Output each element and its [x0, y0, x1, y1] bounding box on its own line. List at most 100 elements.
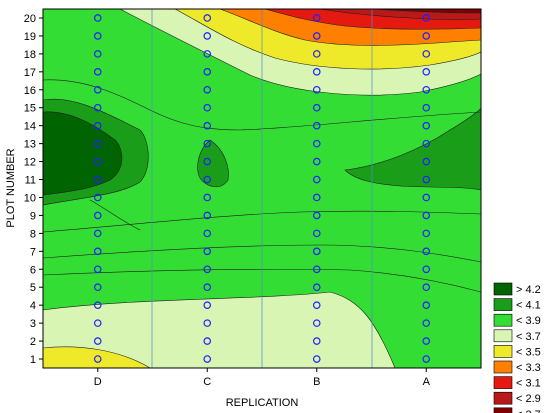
contour-line: [43, 268, 481, 293]
legend-swatch: [493, 298, 513, 311]
legend-label: < 2.9: [516, 393, 541, 405]
sample-point: [93, 301, 102, 309]
sample-point: [312, 14, 321, 22]
y-tick-label: 10: [24, 192, 36, 204]
contour-region-below-4-1: [344, 107, 481, 191]
sample-points: [93, 14, 431, 363]
legend-swatch: [493, 282, 513, 296]
sample-point: [312, 283, 321, 292]
x-axis-title: REPLICATION: [226, 397, 299, 409]
sample-point: [422, 265, 431, 274]
sample-point: [312, 355, 321, 363]
legend-swatch: [493, 376, 513, 389]
x-tick-label: D: [94, 376, 102, 388]
sample-point: [312, 211, 321, 220]
sample-point: [203, 229, 212, 238]
contour-region-below-2-7: [374, 9, 481, 14]
sample-point: [312, 337, 321, 345]
sample-point: [422, 247, 431, 256]
sample-point: [203, 157, 212, 166]
gridlines: [151, 9, 373, 368]
y-tick-label: 15: [24, 103, 36, 115]
sample-point: [422, 103, 431, 112]
sample-point: [422, 301, 431, 309]
legend-swatch: [493, 345, 513, 358]
sample-point: [312, 175, 321, 184]
sample-point: [93, 319, 102, 327]
sample-point: [422, 355, 431, 363]
y-tick-label: 14: [24, 121, 36, 133]
sample-point: [422, 229, 431, 238]
sample-point: [312, 265, 321, 274]
y-tick-label: 3: [30, 318, 36, 330]
legend-label: > 4.2: [516, 284, 541, 296]
sample-point: [203, 121, 212, 130]
sample-point: [93, 265, 102, 274]
y-tick-label: 13: [24, 139, 36, 151]
y-tick-label: 12: [24, 157, 36, 169]
legend-label: < 3.5: [516, 346, 541, 358]
plot-frame: [42, 8, 482, 369]
y-tick-label: 4: [30, 300, 36, 312]
y-tick-label: 5: [30, 282, 36, 294]
sample-point: [93, 229, 102, 238]
sample-point: [93, 283, 102, 292]
sample-point: [312, 229, 321, 238]
sample-point: [203, 175, 212, 184]
sample-point: [203, 85, 212, 94]
sample-point: [312, 301, 321, 309]
sample-point: [422, 121, 431, 130]
sample-point: [93, 139, 102, 148]
sample-point: [312, 50, 321, 58]
sample-point: [203, 14, 212, 22]
sample-point: [312, 68, 321, 76]
sample-point: [203, 247, 212, 256]
legend-swatch: [493, 391, 513, 405]
sample-point: [203, 103, 212, 112]
sample-point: [93, 247, 102, 256]
sample-point: [422, 175, 431, 184]
contour-line: [43, 79, 481, 131]
sample-point: [422, 14, 431, 22]
sample-point: [312, 319, 321, 327]
sample-point: [312, 32, 321, 40]
sample-point: [203, 301, 212, 309]
y-tick-label: 17: [24, 67, 36, 79]
y-tick-label: 9: [30, 210, 36, 222]
sample-point: [422, 85, 431, 94]
sample-point: [312, 139, 321, 148]
sample-point: [422, 68, 431, 76]
legend-swatch: [493, 329, 513, 343]
legend-swatch: [493, 313, 513, 327]
sample-point: [312, 193, 321, 202]
sample-point: [422, 50, 431, 58]
sample-point: [203, 355, 212, 363]
sample-point: [93, 68, 102, 76]
sample-point: [93, 103, 102, 112]
y-tick-label: 6: [30, 264, 36, 276]
legend-label: < 3.3: [516, 362, 541, 374]
sample-point: [422, 283, 431, 292]
sample-point: [203, 337, 212, 345]
contour-line: [89, 199, 141, 231]
sample-point: [93, 14, 102, 22]
y-tick-label: 11: [25, 175, 36, 187]
x-tick-label: B: [313, 376, 320, 388]
sample-point: [203, 265, 212, 274]
sample-point: [93, 355, 102, 363]
sample-point: [93, 85, 102, 94]
y-tick-label: 2: [30, 336, 36, 348]
legend-label: < 3.1: [516, 378, 541, 390]
sample-point: [422, 337, 431, 345]
sample-point: [93, 175, 102, 184]
y-tick-label: 8: [30, 228, 36, 240]
sample-point: [422, 319, 431, 327]
sample-point: [312, 85, 321, 94]
contour-line: [43, 244, 481, 263]
sample-point: [93, 50, 102, 58]
contour-regions: [43, 9, 481, 368]
legend-label: < 4.1: [516, 300, 541, 312]
